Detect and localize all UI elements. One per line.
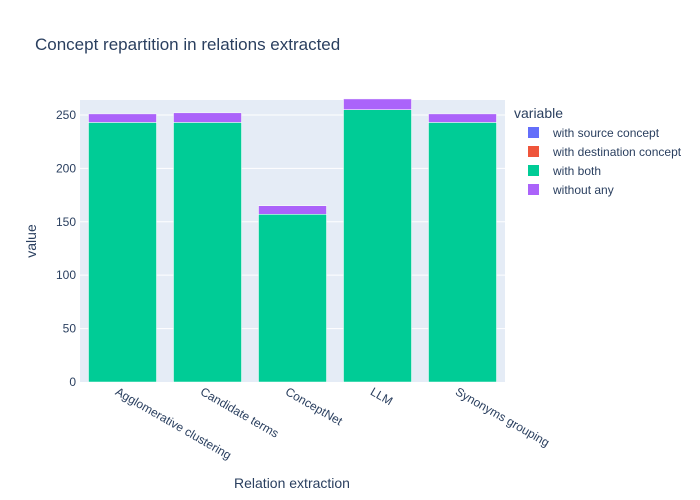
bar-segment bbox=[88, 113, 157, 123]
bar-segment bbox=[428, 122, 497, 383]
y-tick-label: 100 bbox=[56, 268, 76, 282]
bar-segment bbox=[88, 122, 157, 383]
x-tick-label: ConceptNet bbox=[283, 384, 345, 428]
y-axis-title: value bbox=[23, 224, 39, 258]
legend-swatch bbox=[528, 146, 539, 157]
legend-label: with destination concept bbox=[552, 145, 682, 159]
bar-segment bbox=[343, 109, 412, 383]
y-tick-label: 0 bbox=[69, 375, 76, 389]
x-tick-label: LLM bbox=[368, 384, 395, 408]
legend-label: without any bbox=[552, 183, 614, 197]
y-tick-label: 150 bbox=[56, 215, 76, 229]
legend-label: with both bbox=[552, 164, 601, 178]
y-tick-label: 200 bbox=[56, 161, 76, 175]
y-tick-labels: 0 50 100 150 200 250 bbox=[56, 108, 76, 389]
x-tick-label: Candidate terms bbox=[198, 384, 281, 440]
chart-title: Concept repartition in relations extract… bbox=[35, 35, 340, 54]
legend-swatch bbox=[528, 165, 539, 176]
y-tick-label: 250 bbox=[56, 108, 76, 122]
bar-segment bbox=[428, 113, 497, 123]
x-tick-label: Synonyms grouping bbox=[453, 384, 552, 449]
bar-segment bbox=[258, 214, 327, 383]
bar-segment bbox=[173, 122, 242, 383]
y-tick-label: 50 bbox=[63, 322, 77, 336]
x-axis-title: Relation extraction bbox=[234, 475, 350, 491]
bar-segment bbox=[258, 205, 327, 215]
legend-swatch bbox=[528, 127, 539, 138]
bar-segment bbox=[343, 98, 412, 110]
bar-segment bbox=[173, 112, 242, 123]
legend-label: with source concept bbox=[552, 126, 660, 140]
bars bbox=[88, 98, 497, 383]
legend-title: variable bbox=[514, 105, 563, 121]
legend: variable with source concept with destina… bbox=[514, 105, 682, 197]
legend-swatch bbox=[528, 184, 539, 195]
